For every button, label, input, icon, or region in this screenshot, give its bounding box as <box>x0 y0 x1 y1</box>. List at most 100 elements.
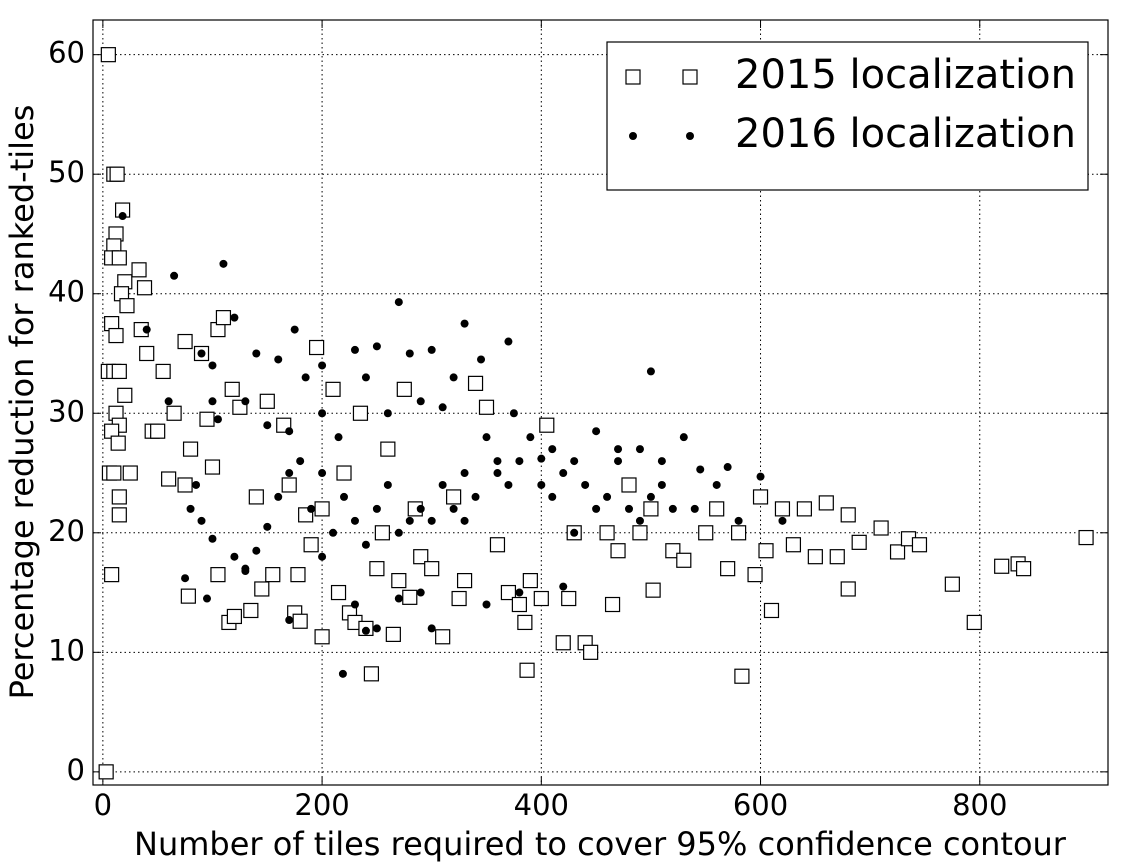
point <box>98 764 114 780</box>
point <box>526 433 535 442</box>
point <box>632 525 648 541</box>
point <box>435 629 451 645</box>
point <box>696 465 705 474</box>
point <box>208 397 217 406</box>
point <box>150 423 166 439</box>
point <box>456 573 473 589</box>
point <box>504 480 513 489</box>
point <box>610 543 626 559</box>
point <box>446 489 462 505</box>
point <box>511 596 527 613</box>
point <box>340 492 349 501</box>
point <box>177 333 193 350</box>
point <box>424 561 440 577</box>
point <box>396 381 412 397</box>
legend-marker <box>682 69 698 85</box>
point <box>318 361 327 370</box>
x-axis-label: Number of tiles required to cover 95% co… <box>134 825 1067 863</box>
point <box>136 280 153 296</box>
point <box>274 492 283 501</box>
point <box>966 614 982 631</box>
point <box>646 367 655 376</box>
point <box>318 409 327 418</box>
point <box>248 489 264 505</box>
point <box>413 549 429 565</box>
point <box>657 480 666 489</box>
point <box>731 525 747 541</box>
point <box>314 501 330 517</box>
y-tick-label: 40 <box>48 275 85 309</box>
point <box>372 624 381 633</box>
point <box>106 465 122 481</box>
point <box>747 567 763 583</box>
point <box>829 549 845 565</box>
point <box>334 433 343 442</box>
point <box>111 363 127 380</box>
point <box>208 534 217 543</box>
point <box>614 445 623 454</box>
point <box>994 558 1010 574</box>
point <box>161 471 177 487</box>
point <box>197 349 206 358</box>
point <box>192 480 201 489</box>
legend-label: 2015 localization <box>735 52 1076 98</box>
point <box>230 313 239 322</box>
point <box>292 613 308 629</box>
point <box>213 415 222 424</box>
point <box>763 602 780 619</box>
point <box>285 469 294 478</box>
legend-marker <box>686 132 694 140</box>
point <box>818 495 834 511</box>
point <box>807 549 823 565</box>
point <box>840 507 856 523</box>
point <box>889 544 906 560</box>
point <box>624 504 633 513</box>
point <box>581 480 590 489</box>
point <box>338 669 347 678</box>
point <box>851 534 867 550</box>
point <box>460 469 469 478</box>
point <box>108 327 124 344</box>
point <box>635 516 644 525</box>
point <box>460 516 469 525</box>
point <box>318 552 327 561</box>
point <box>363 666 380 682</box>
point <box>493 457 502 466</box>
point <box>243 602 259 619</box>
point <box>224 381 240 397</box>
point <box>533 590 549 607</box>
point <box>604 596 621 613</box>
point <box>391 573 407 589</box>
x-tick-label: 800 <box>952 788 1007 822</box>
point <box>646 492 655 501</box>
point <box>350 600 359 609</box>
point <box>944 576 960 592</box>
y-tick-label: 50 <box>48 155 85 189</box>
point <box>709 501 725 517</box>
point <box>104 567 120 583</box>
legend-box <box>606 41 1089 191</box>
point <box>911 537 928 553</box>
point <box>210 567 226 583</box>
point <box>635 445 644 454</box>
point <box>873 520 889 536</box>
point <box>668 504 677 513</box>
point <box>180 588 196 604</box>
x-tick-label: 400 <box>514 788 569 822</box>
point <box>603 492 612 501</box>
point <box>352 405 369 421</box>
point <box>118 212 127 221</box>
point <box>263 421 272 430</box>
point <box>643 501 659 517</box>
point <box>449 373 458 382</box>
point <box>515 588 524 597</box>
point <box>519 662 535 678</box>
point <box>290 325 299 334</box>
point <box>467 375 484 391</box>
point <box>509 409 518 418</box>
point <box>537 480 546 489</box>
legend-label: 2016 localization <box>735 111 1076 157</box>
point <box>840 581 856 597</box>
point <box>1078 529 1094 546</box>
